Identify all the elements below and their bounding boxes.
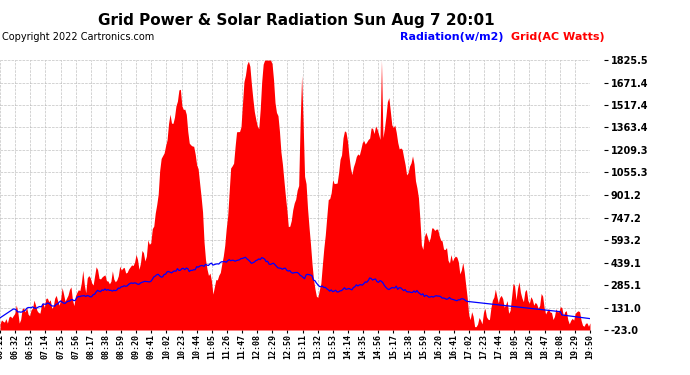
Text: Radiation(w/m2): Radiation(w/m2) <box>400 32 504 42</box>
Text: Grid(AC Watts): Grid(AC Watts) <box>511 32 604 42</box>
Text: Grid Power & Solar Radiation Sun Aug 7 20:01: Grid Power & Solar Radiation Sun Aug 7 2… <box>99 13 495 28</box>
Text: Copyright 2022 Cartronics.com: Copyright 2022 Cartronics.com <box>2 32 155 42</box>
